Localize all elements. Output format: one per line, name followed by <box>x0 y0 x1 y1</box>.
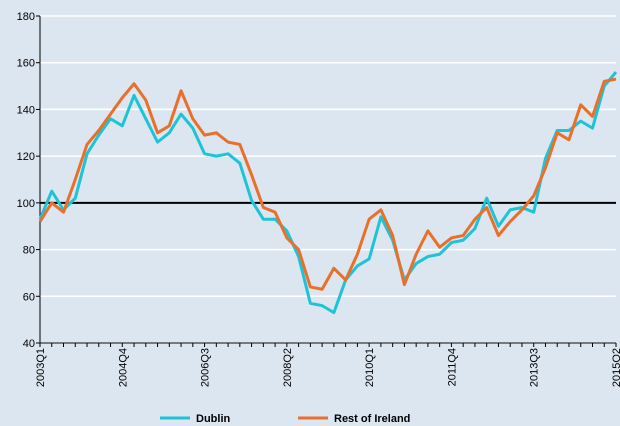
x-tick-label: 2004Q4 <box>117 348 129 387</box>
x-tick-label: 2011Q4 <box>446 348 458 386</box>
y-tick-label: 120 <box>17 151 35 163</box>
x-tick-label: 2010Q1 <box>364 348 376 387</box>
y-tick-label: 180 <box>17 11 35 23</box>
x-tick-label: 2008Q2 <box>282 348 294 387</box>
x-tick-label: 2006Q3 <box>200 348 212 387</box>
y-tick-label: 80 <box>23 245 35 257</box>
x-tick-label: 2013Q3 <box>529 348 541 387</box>
y-tick-label: 140 <box>17 104 35 116</box>
x-tick-label: 2003Q1 <box>35 348 47 387</box>
y-tick-label: 60 <box>23 291 35 303</box>
x-tick-label: 2015Q2 <box>611 348 620 387</box>
y-tick-label: 100 <box>17 198 35 210</box>
legend-label: Rest of Ireland <box>334 413 410 425</box>
line-series <box>38 77 617 291</box>
legend-label: Dublin <box>196 413 230 425</box>
y-tick-label: 40 <box>23 338 35 350</box>
line-series <box>38 71 618 315</box>
y-tick-label: 160 <box>17 58 35 70</box>
